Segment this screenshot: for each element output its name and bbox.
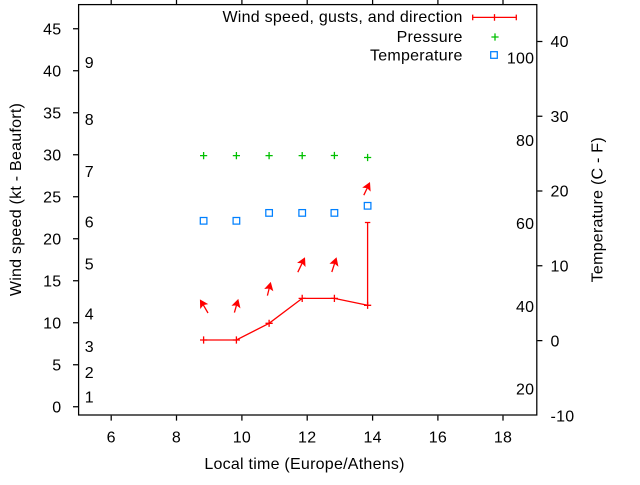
svg-text:12: 12 <box>298 429 316 446</box>
svg-text:0: 0 <box>52 399 61 416</box>
svg-text:Pressure: Pressure <box>397 29 463 46</box>
svg-text:-10: -10 <box>551 408 575 425</box>
svg-text:40: 40 <box>551 34 569 51</box>
svg-text:16: 16 <box>429 429 447 446</box>
svg-text:0: 0 <box>551 333 560 350</box>
svg-text:20: 20 <box>516 382 534 399</box>
svg-text:40: 40 <box>516 299 534 316</box>
svg-text:6: 6 <box>85 214 94 231</box>
svg-text:80: 80 <box>516 133 534 150</box>
svg-text:5: 5 <box>52 357 61 374</box>
svg-text:15: 15 <box>43 273 61 290</box>
svg-text:10: 10 <box>43 315 61 332</box>
svg-text:25: 25 <box>43 189 61 206</box>
svg-text:Local time (Europe/Athens): Local time (Europe/Athens) <box>204 456 404 473</box>
svg-text:40: 40 <box>43 64 61 81</box>
svg-text:Temperature: Temperature <box>370 48 463 65</box>
svg-text:Temperature (C - F): Temperature (C - F) <box>589 137 606 282</box>
svg-text:100: 100 <box>507 51 534 68</box>
svg-text:18: 18 <box>494 429 512 446</box>
svg-text:1: 1 <box>85 389 94 406</box>
svg-text:Wind speed, gusts, and directi: Wind speed, gusts, and direction <box>222 9 462 26</box>
svg-text:14: 14 <box>363 429 381 446</box>
svg-text:8: 8 <box>172 429 181 446</box>
svg-text:20: 20 <box>43 231 61 248</box>
svg-text:3: 3 <box>85 339 94 356</box>
svg-text:30: 30 <box>43 147 61 164</box>
svg-text:10: 10 <box>233 429 251 446</box>
svg-text:35: 35 <box>43 106 61 123</box>
svg-text:30: 30 <box>551 109 569 126</box>
svg-text:20: 20 <box>551 184 569 201</box>
svg-text:7: 7 <box>85 164 94 181</box>
svg-text:Wind speed (kt - Beaufort): Wind speed (kt - Beaufort) <box>8 103 25 296</box>
svg-text:4: 4 <box>85 307 94 324</box>
svg-text:2: 2 <box>85 365 94 382</box>
svg-text:5: 5 <box>85 257 94 274</box>
svg-text:9: 9 <box>85 55 94 72</box>
svg-text:6: 6 <box>107 429 116 446</box>
svg-text:60: 60 <box>516 216 534 233</box>
svg-text:45: 45 <box>43 22 61 39</box>
svg-text:8: 8 <box>85 112 94 129</box>
svg-text:10: 10 <box>551 259 569 276</box>
